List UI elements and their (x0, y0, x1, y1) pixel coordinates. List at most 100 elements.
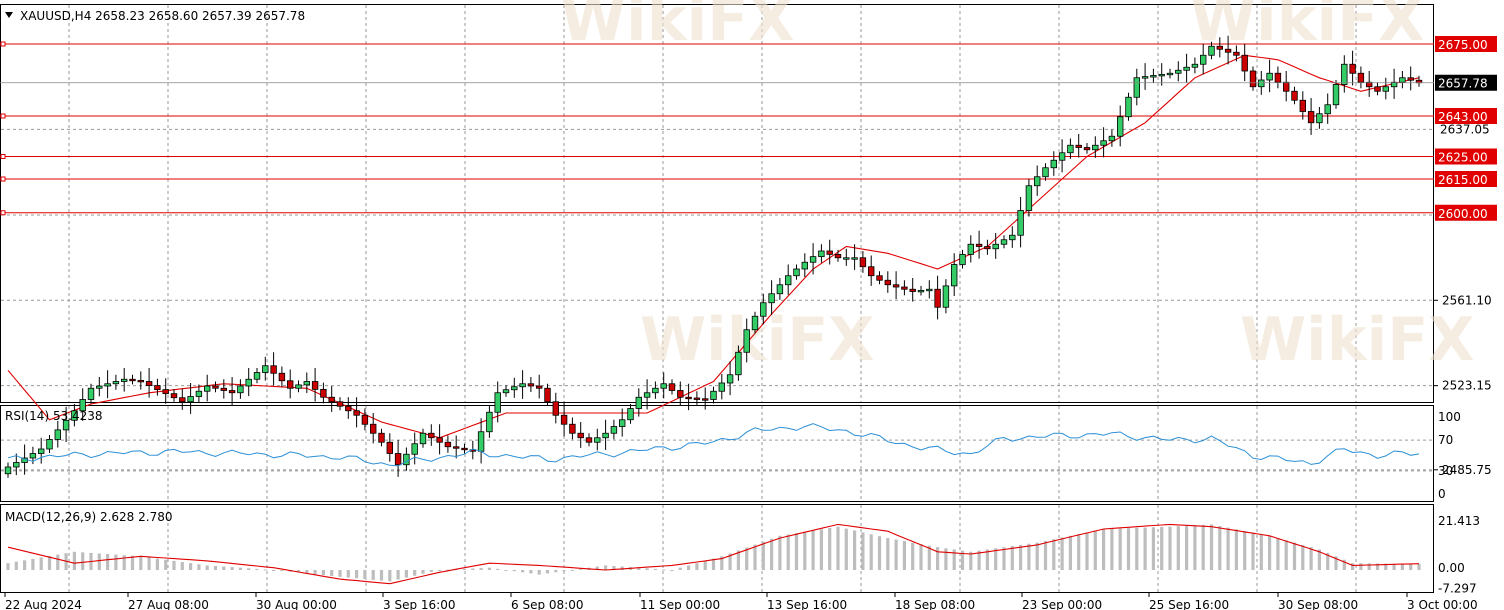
candle-bear (1283, 81, 1290, 92)
candle-bull (1183, 66, 1190, 71)
candle-bull (1382, 86, 1389, 92)
time-tick-label: 6 Sep 08:00 (511, 598, 583, 610)
macd-bar (97, 553, 101, 570)
candle-bear (129, 378, 136, 382)
candle-bull (1166, 72, 1174, 76)
candle-bear (1241, 54, 1248, 72)
macd-bar (139, 556, 143, 570)
candle-bull (1208, 45, 1215, 56)
candle-bear (278, 372, 286, 382)
macd-bar (770, 538, 774, 570)
rsi-title: RSI(14) 53.4238 (5, 409, 103, 423)
time-tick-label: 30 Aug 00:00 (256, 598, 337, 610)
level-label-bg (1435, 36, 1497, 52)
candle-bear (145, 381, 153, 386)
candle-bear (270, 365, 277, 374)
macd-bar (803, 531, 807, 570)
macd-bar (819, 529, 823, 570)
candle-bull (13, 462, 20, 468)
candle-bear (677, 390, 684, 398)
macd-bar (1218, 526, 1222, 570)
candle-bull (237, 385, 244, 394)
macd-bar (1010, 546, 1014, 570)
level-label-bg (1435, 204, 1497, 221)
macd-bar (985, 549, 989, 570)
candle-bear (975, 243, 983, 247)
candle-bear (394, 453, 402, 466)
macd-bar (363, 570, 367, 580)
time-tick-label: 3 Sep 16:00 (383, 598, 455, 610)
candle-bear (1233, 51, 1240, 56)
candle-bear (386, 441, 393, 454)
macd-bar (1060, 537, 1064, 570)
macd-bar (23, 560, 27, 570)
rsi-tick-label: 0 (1438, 487, 1446, 501)
macd-bar (396, 570, 400, 580)
candle-bear (1307, 111, 1315, 124)
macd-bar (330, 570, 334, 576)
macd-bar (462, 568, 467, 570)
macd-bar (1135, 527, 1139, 570)
candle-bear (1083, 147, 1091, 151)
macd-bar (1367, 563, 1371, 570)
candle-bear (286, 380, 294, 389)
macd-bar (637, 567, 641, 570)
candle-bear (826, 250, 833, 255)
candle-bull (1191, 63, 1199, 68)
macd-bar (338, 570, 342, 577)
macd-bar (504, 570, 508, 571)
candle-bull (71, 410, 78, 421)
macd-bar (421, 570, 425, 574)
level-marker (0, 154, 6, 159)
macd-bar (130, 555, 135, 570)
macd-bar (1201, 524, 1205, 570)
candle-bear (1291, 90, 1298, 101)
candle-bull (1150, 75, 1157, 78)
macd-bar (487, 567, 491, 570)
level-label-bg (1435, 171, 1497, 187)
candle-bull (121, 378, 128, 382)
candle-bear (452, 446, 460, 449)
candle-bull (1100, 140, 1107, 146)
macd-bar (894, 539, 898, 570)
macd-bar (321, 570, 325, 576)
candle-bull (801, 261, 808, 270)
macd-bar (670, 570, 674, 571)
candle-bull (519, 383, 526, 388)
macd-bar (1118, 528, 1122, 570)
candle-bear (892, 284, 900, 288)
candle-bull (1125, 96, 1132, 118)
candle-bull (303, 381, 310, 386)
candle-bull (610, 426, 618, 434)
macd-bar (1326, 552, 1330, 570)
candle-bull (502, 389, 510, 394)
macd-bar (280, 570, 284, 571)
macd-bar (172, 560, 176, 570)
macd-bar (1384, 563, 1388, 570)
macd-bar (1259, 534, 1263, 570)
candle-bull (793, 268, 800, 277)
candle-bear (1349, 63, 1356, 74)
macd-bar (379, 570, 384, 581)
dropdown-triangle-icon[interactable] (5, 12, 13, 18)
rsi-pane-frame (0, 405, 1434, 502)
candle-bear (884, 279, 891, 286)
candle-bull (1324, 104, 1331, 115)
time-tick-label: 11 Sep 00:00 (640, 598, 720, 610)
macd-bar (1392, 563, 1396, 570)
price-tick-label: 2637.05 (1440, 122, 1490, 136)
macd-bar (836, 526, 840, 570)
macd-bar (496, 568, 500, 570)
level-label: 2675.00 (1438, 38, 1488, 52)
macd-bar (545, 570, 550, 574)
macd-bar (595, 566, 599, 570)
candle-bull (203, 385, 211, 392)
macd-bar (1375, 563, 1380, 570)
macd-bar (1284, 540, 1288, 570)
price-tick-label: 2485.75 (1442, 463, 1492, 477)
watermark-text: WikiFX (1190, 0, 1424, 55)
candle-bear (1274, 72, 1282, 83)
candle-bull (635, 396, 642, 409)
macd-bar (604, 565, 608, 570)
